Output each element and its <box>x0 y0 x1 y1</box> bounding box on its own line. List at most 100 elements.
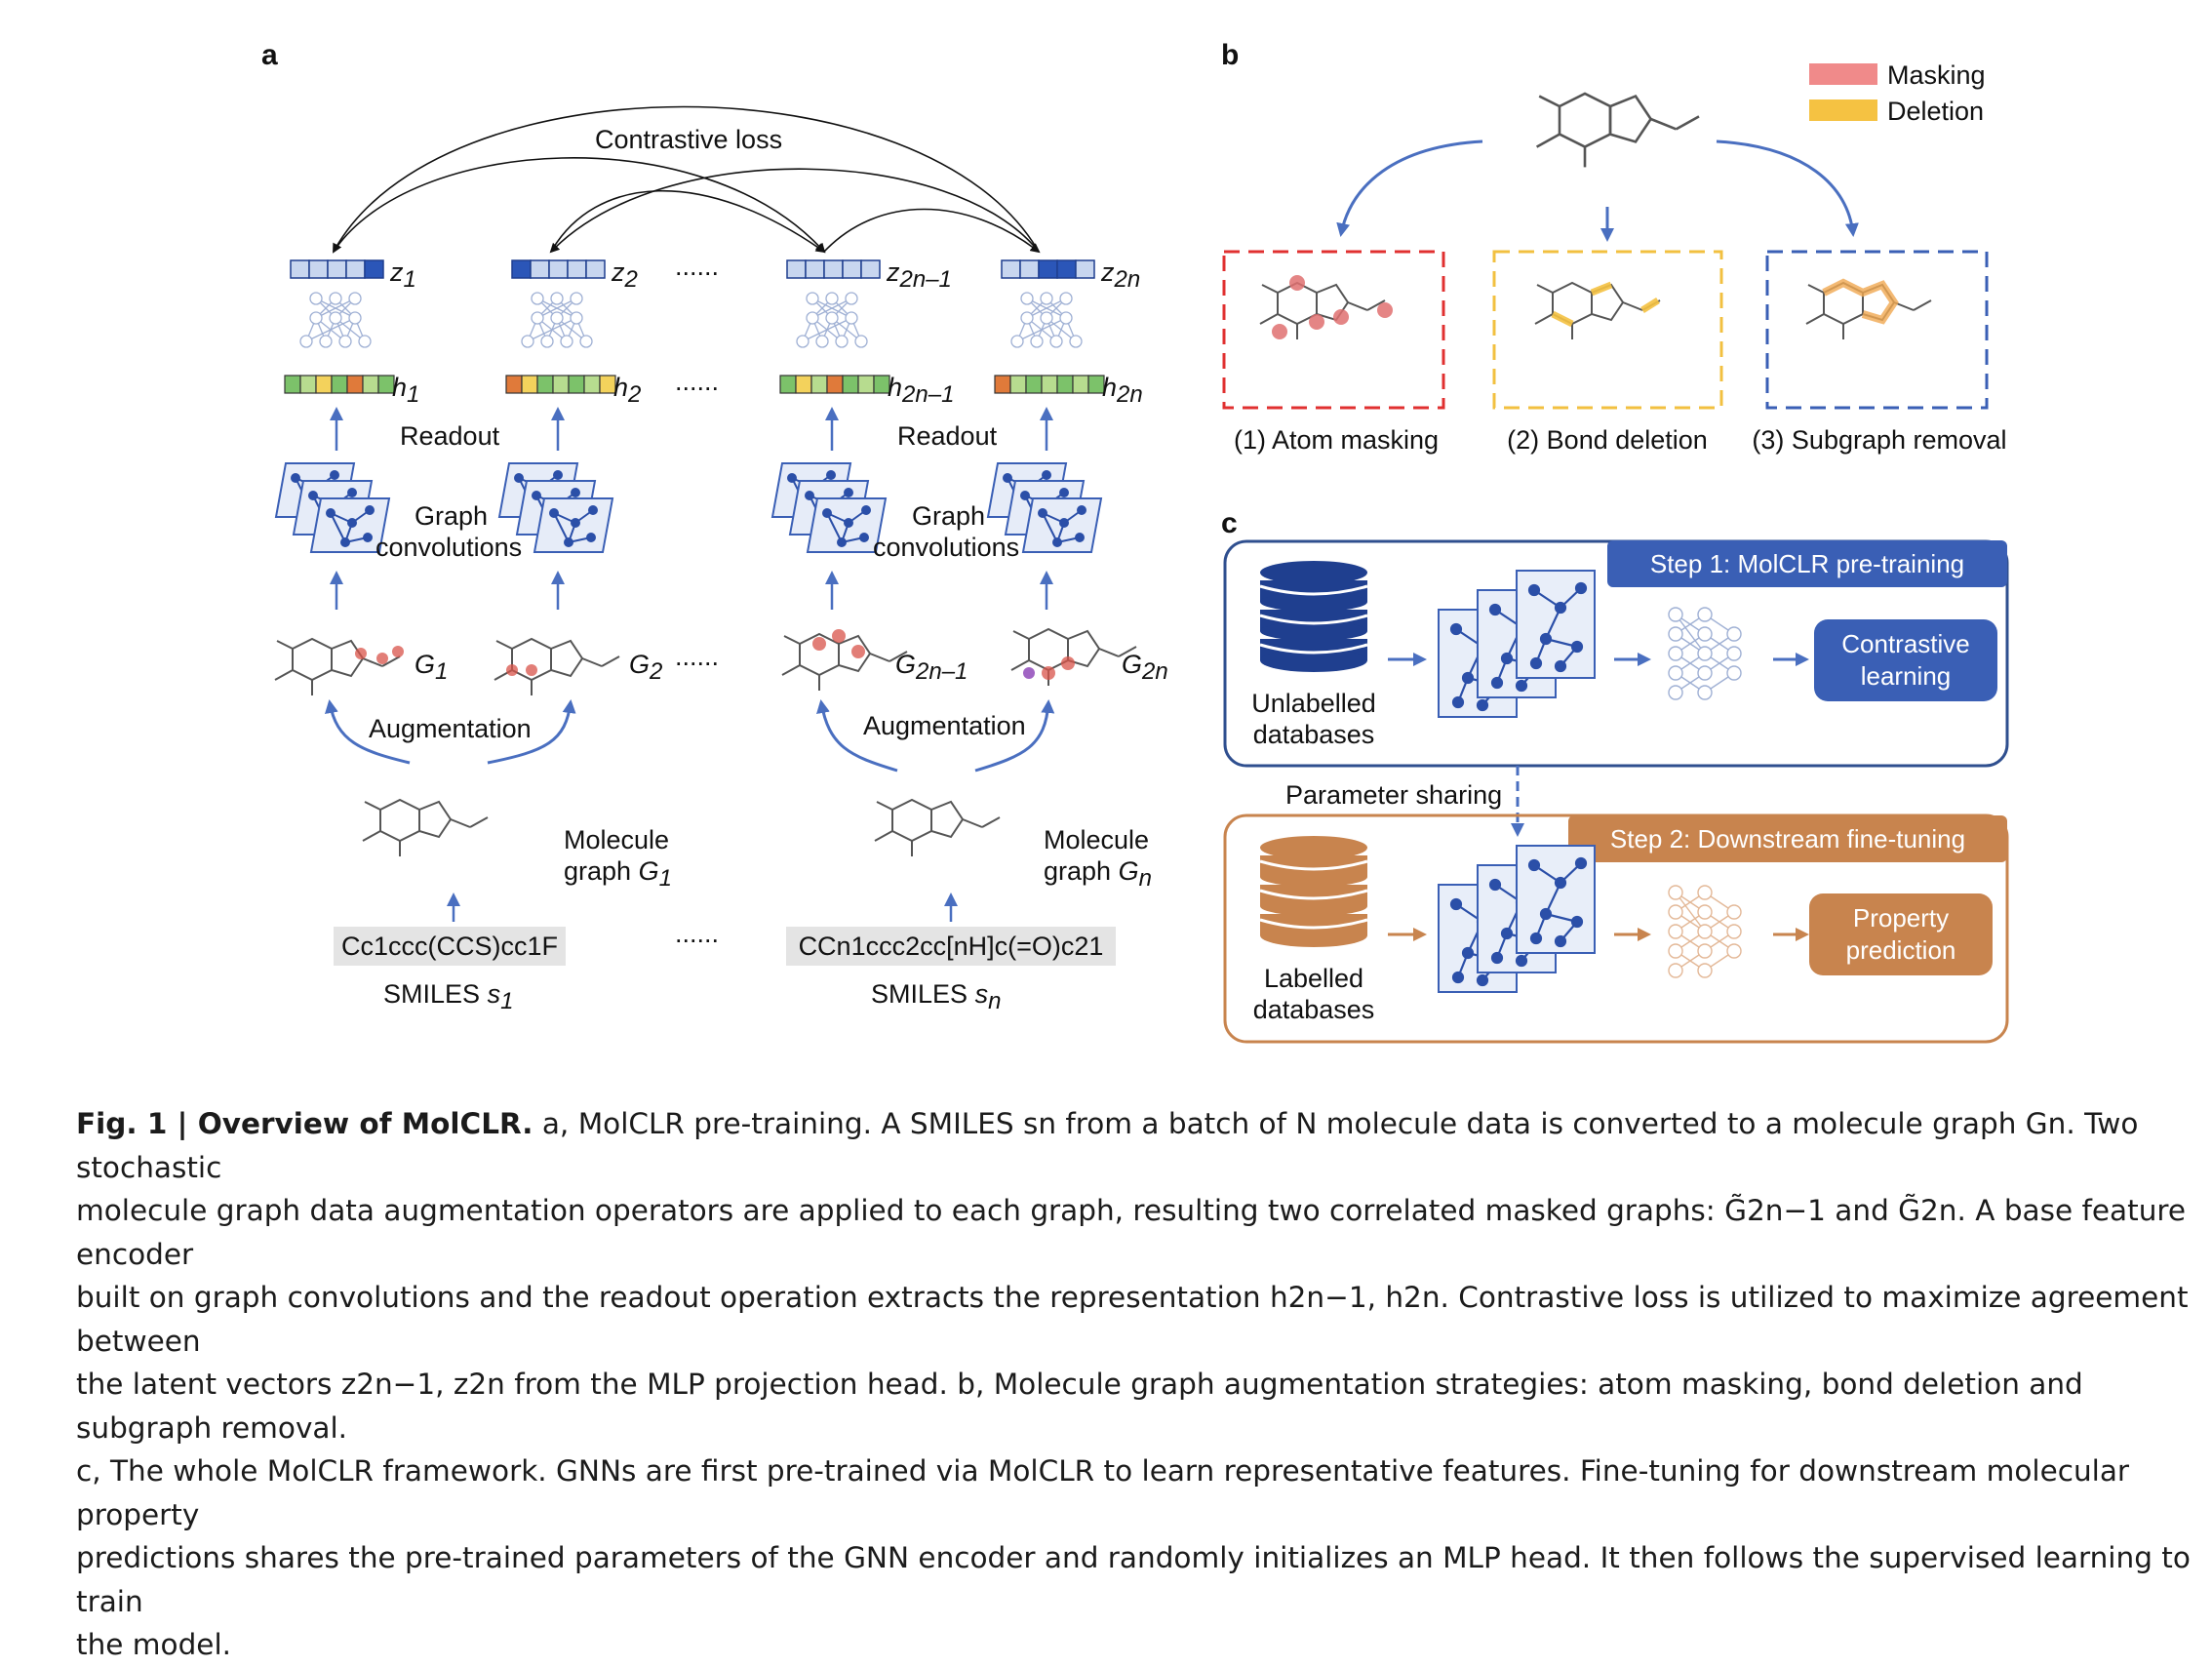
h-vector-1 <box>284 375 395 394</box>
aug-molecule-1 <box>274 638 401 696</box>
molecule-label-n-line2: graph Gn <box>1044 856 1152 892</box>
contrastive-loss-label: Contrastive loss <box>595 125 782 154</box>
panel-a-letter: a <box>261 39 278 71</box>
aug-molecule-3 <box>781 633 908 692</box>
caption-title: Fig. 1 | Overview of MolCLR. <box>76 1107 533 1140</box>
h-vectors <box>284 375 1105 394</box>
atom-masking-box <box>1222 250 1445 410</box>
z-vector-1 <box>290 259 384 279</box>
h-vector-3 <box>779 375 890 394</box>
molecule-label-1-line1: Molecule <box>564 825 669 854</box>
legend-masking-label: Masking <box>1887 60 1986 90</box>
g-label-4: G2n <box>1122 650 1168 685</box>
h-label-2: h2 <box>613 373 641 408</box>
molecule-graph-1 <box>362 799 489 857</box>
smiles-box-1 <box>334 927 566 966</box>
z-label-3: z2n–1 <box>886 258 952 293</box>
subgraph-highlight <box>1822 278 1899 325</box>
aug-highlights <box>355 629 1075 680</box>
z-vectors <box>290 259 1095 279</box>
labelled-database-icon <box>1258 834 1369 949</box>
smiles-label-n: SMILES sn <box>871 979 1001 1014</box>
readout-arrows <box>330 407 1053 451</box>
property-prediction-line1: Property <box>1853 903 1949 933</box>
smiles-box-n <box>786 927 1116 966</box>
graph-conv-label-left-2: convolutions <box>375 533 522 562</box>
labelled-label-line1: Labelled <box>1264 964 1363 993</box>
z-label-4: z2n <box>1100 258 1140 293</box>
augmentation-label-left: Augmentation <box>369 714 532 743</box>
molecule-graph-n <box>874 799 1001 857</box>
labelled-label-line2: databases <box>1253 995 1375 1024</box>
contrastive-learning-line2: learning <box>1861 661 1952 691</box>
contrastive-learning-button <box>1814 619 1997 701</box>
readout-label-left: Readout <box>400 421 500 451</box>
caption-line-3: built on graph convolutions and the read… <box>76 1281 2189 1358</box>
h-vector-2 <box>505 375 616 394</box>
figure-caption: Fig. 1 | Overview of MolCLR. a, MolCLR p… <box>76 1102 2202 1667</box>
parameter-sharing-label: Parameter sharing <box>1285 780 1502 810</box>
caption-line-2: molecule graph data augmentation operato… <box>76 1194 2187 1271</box>
smiles-string-1: Cc1ccc(CCS)cc1F <box>341 932 558 961</box>
contrastive-arcs <box>333 105 1041 254</box>
panel-c-letter: c <box>1221 507 1238 539</box>
aug-highlight-purple <box>1023 667 1035 679</box>
step2-label: Step 2: Downstream fine-tuning <box>1610 824 1965 853</box>
dots-g: ...... <box>675 642 719 671</box>
gnn-stack-pretrain <box>1439 571 1595 717</box>
z-vector-3 <box>786 259 881 279</box>
strategy-arrows <box>1336 139 1859 242</box>
graph-conv-stack-3 <box>772 463 886 552</box>
masking-dots <box>1272 275 1393 339</box>
smiles-label-1: SMILES s1 <box>383 979 513 1014</box>
figure-graphic: a Contrastive loss <box>261 39 2009 1044</box>
caption-line-6: predictions shares the pre-trained param… <box>76 1541 2191 1618</box>
caption-line-1: a, MolCLR pre-training. A SMILES sn from… <box>76 1107 2139 1184</box>
strategy-label-1: (1) Atom masking <box>1234 425 1439 455</box>
augmentation-arrows <box>325 699 1055 773</box>
deletion-bonds <box>1551 281 1660 328</box>
smiles-string-n: CCn1ccc2cc[nH]c(=O)c21 <box>799 932 1104 961</box>
augmentation-label-right: Augmentation <box>863 711 1026 740</box>
molecule-label-n-line1: Molecule <box>1044 825 1149 854</box>
strategy-label-3: (3) Subgraph removal <box>1752 425 2006 455</box>
mlp-head-4 <box>1010 292 1083 348</box>
step1-label: Step 1: MolCLR pre-training <box>1650 549 1964 578</box>
g-label-3: G2n–1 <box>895 650 968 685</box>
caption-line-7: the model. <box>76 1628 232 1661</box>
mlp-finetune <box>1668 885 1742 978</box>
mlp-head-2 <box>521 292 593 348</box>
graph-conv-label-left-1: Graph <box>415 501 488 531</box>
molecule-label-1-line2: graph G1 <box>564 856 672 892</box>
z-vector-2 <box>511 259 606 279</box>
dots-smiles: ...... <box>675 919 719 948</box>
h-label-3: h2n–1 <box>888 373 954 408</box>
h-vector-4 <box>994 375 1105 394</box>
g-label-2: G2 <box>629 650 662 685</box>
unlabelled-database-icon <box>1258 559 1369 674</box>
g-label-1: G1 <box>415 650 448 685</box>
caption-line-4: the latent vectors z2n−1, z2n from the M… <box>76 1368 2083 1445</box>
legend-deletion-swatch <box>1809 99 1877 121</box>
legend-deletion-label: Deletion <box>1887 97 1984 126</box>
z-label-2: z2 <box>611 258 638 293</box>
subgraph-removal-box <box>1765 250 1989 410</box>
dots-h: ...... <box>675 367 719 396</box>
bond-deletion-box <box>1492 250 1723 410</box>
step1-tab <box>1607 540 2007 587</box>
mlp-pretrain <box>1668 607 1742 700</box>
caption-line-5: c, The whole MolCLR framework. GNNs are … <box>76 1454 2130 1531</box>
step2-tab <box>1568 815 2007 862</box>
readout-label-right: Readout <box>897 421 998 451</box>
figure: a Contrastive loss <box>261 39 2009 1044</box>
graph-conv-label-right-2: convolutions <box>873 533 1019 562</box>
mlp-head-1 <box>299 292 372 348</box>
z-vector-4 <box>1001 259 1095 279</box>
conv-arrows <box>330 571 1053 610</box>
property-prediction-line2: prediction <box>1846 935 1956 965</box>
source-molecule <box>1535 92 1701 169</box>
mlp-head-3 <box>796 292 868 348</box>
h-label-4: h2n <box>1102 373 1143 408</box>
z-label-1: z1 <box>389 258 416 293</box>
legend-masking-swatch <box>1809 63 1877 85</box>
